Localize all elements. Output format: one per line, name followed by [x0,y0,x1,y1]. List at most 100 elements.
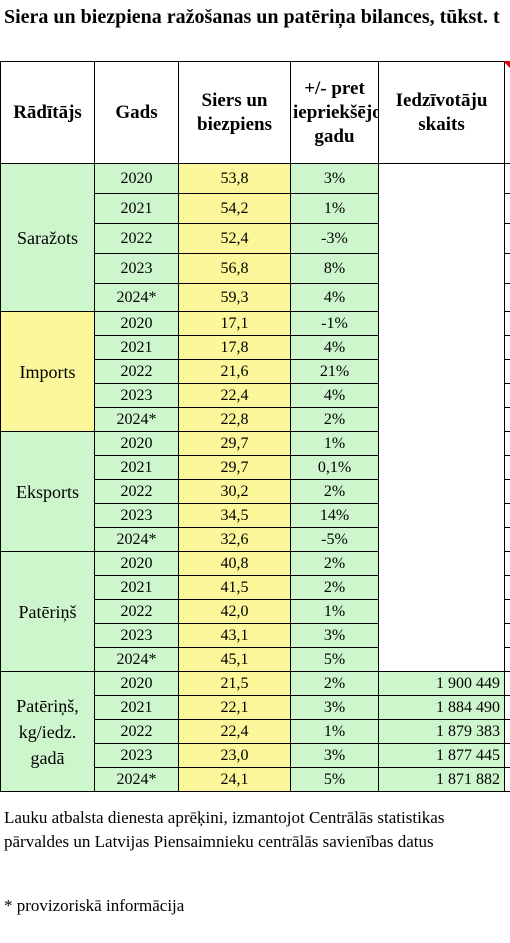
value-cell: 34,5 [178,503,291,528]
edge-cell [504,575,510,600]
value-cell: 41,5 [178,575,291,600]
year-cell: 2021 [94,455,179,480]
table-row: 2024* 24,1 5% 1 871 882 [1,767,510,792]
value-cell: 22,8 [178,407,291,432]
header-value: Siers un biezpiens [178,61,291,164]
table-row: 2023 43,1 3% [1,623,510,648]
table-row: 2024* 32,6 -5% [1,527,510,552]
year-cell: 2021 [94,695,179,720]
table-row: 2021 29,7 0,1% [1,455,510,480]
edge-cell [504,311,510,336]
value-cell: 53,8 [178,163,291,194]
category-label: Saražots [0,163,95,312]
year-cell: 2023 [94,743,179,768]
change-cell: 4% [290,283,379,312]
change-cell: 1% [290,193,379,224]
change-cell: 1% [290,719,379,744]
category-label: Eksports [0,431,95,552]
page-title: Siera un biezpiena ražošanas un patēriņa… [4,6,500,28]
year-cell: 2023 [94,503,179,528]
table-row: 2022 30,2 2% [1,479,510,504]
value-cell: 17,1 [178,311,291,336]
year-cell: 2023 [94,383,179,408]
change-cell: 1% [290,599,379,624]
edge-cell [504,193,510,224]
table-row: 2023 34,5 14% [1,503,510,528]
edge-cell [504,163,510,194]
year-cell: 2021 [94,575,179,600]
table-row: 2021 22,1 3% 1 884 490 [1,695,510,720]
header-indicator: Rādītājs [0,61,95,164]
edge-cell [504,695,510,720]
change-cell: 21% [290,359,379,384]
value-cell: 29,7 [178,431,291,456]
value-cell: 54,2 [178,193,291,224]
table-row: 2024* 22,8 2% [1,407,510,432]
edge-cell [504,551,510,576]
population-cell: 1 879 383 [378,719,505,744]
header-change: +/- pret iepriekšējo gadu [290,61,379,164]
year-cell: 2020 [94,431,179,456]
value-cell: 24,1 [178,767,291,792]
year-cell: 2020 [94,671,179,696]
table-row: 2023 23,0 3% 1 877 445 [1,743,510,768]
table-row: 2024* 45,1 5% [1,647,510,672]
empty-cell [378,479,505,504]
value-cell: 56,8 [178,253,291,284]
year-cell: 2020 [94,311,179,336]
change-cell: 3% [290,743,379,768]
value-cell: 59,3 [178,283,291,312]
value-cell: 17,8 [178,335,291,360]
empty-cell [378,163,505,194]
category-label: Patēriņš [0,551,95,672]
edge-cell [504,479,510,504]
edge-cell [504,599,510,624]
year-cell: 2022 [94,359,179,384]
year-cell: 2020 [94,163,179,194]
change-cell: 4% [290,335,379,360]
change-cell: -5% [290,527,379,552]
empty-cell [378,223,505,254]
empty-cell [378,623,505,648]
table-row: Patēriņš, kg/iedz. gadā 2020 21,5 2% 1 900 4… [0,671,510,792]
value-cell: 21,5 [178,671,291,696]
header-row: Rādītājs Gads Siers un biezpiens +/- pre… [0,61,510,164]
year-cell: 2020 [94,551,179,576]
year-cell: 2021 [94,335,179,360]
edge-cell [504,671,510,696]
change-cell: 8% [290,253,379,284]
empty-cell [378,503,505,528]
empty-cell [378,431,505,456]
value-cell: 22,1 [178,695,291,720]
empty-cell [378,253,505,284]
year-cell: 2024* [94,407,179,432]
change-cell: 14% [290,503,379,528]
year-cell: 2024* [94,283,179,312]
change-cell: 5% [290,647,379,672]
year-cell: 2022 [94,223,179,254]
empty-cell [378,575,505,600]
change-cell: 2% [290,671,379,696]
change-cell: 2% [290,407,379,432]
empty-cell [378,599,505,624]
balance-table: Rādītājs Gads Siers un biezpiens +/- pre… [0,61,510,792]
edge-cell [504,527,510,552]
empty-cell [378,551,505,576]
change-cell: 5% [290,767,379,792]
table-row: 2022 42,0 1% [1,599,510,624]
edge-cell [504,623,510,648]
table-row: 2022 22,4 1% 1 879 383 [1,719,510,744]
table-row: 2021 41,5 2% [1,575,510,600]
empty-cell [378,383,505,408]
edge-cell [504,223,510,254]
value-cell: 52,4 [178,223,291,254]
empty-cell [378,311,505,336]
value-cell: 23,0 [178,743,291,768]
year-cell: 2021 [94,193,179,224]
edge-cell [504,647,510,672]
header-edge [504,61,510,164]
value-cell: 42,0 [178,599,291,624]
table-row: Eksports 2020 29,7 1% [0,431,510,552]
edge-cell [504,283,510,312]
empty-cell [378,283,505,312]
